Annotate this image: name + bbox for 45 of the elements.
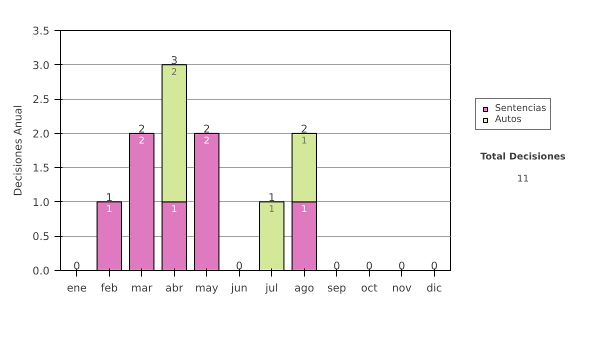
x-tick-label: jun — [230, 282, 248, 294]
y-tick-label: 1.0 — [32, 196, 50, 209]
total-label: 1 — [106, 190, 113, 204]
y-tick-label: 0.0 — [32, 264, 50, 278]
data-label: 1 — [171, 204, 178, 215]
text: Total Decisiones — [480, 152, 566, 162]
total-label: 1 — [268, 190, 276, 204]
total-label: 2 — [203, 122, 210, 136]
x-tick-label: ene — [66, 282, 87, 294]
x-tick-label: jul — [264, 282, 278, 294]
legend-label: Autos — [495, 114, 522, 125]
data-label: 1 — [301, 204, 308, 215]
total-label: 2 — [300, 122, 308, 136]
total-label: 0 — [236, 260, 243, 272]
text: 11 — [517, 174, 529, 185]
x-tick-label: dic — [426, 282, 442, 294]
total-label: 0 — [430, 260, 438, 272]
total-label: 0 — [333, 260, 340, 272]
data-label: 1 — [106, 204, 112, 215]
y-axis-title: Decisiones Anual — [12, 104, 25, 196]
x-tick-label: mar — [131, 282, 154, 294]
y-tick-label: 2.0 — [32, 127, 50, 140]
data-label: 1 — [268, 204, 275, 215]
total-label: 0 — [398, 260, 406, 272]
legend-label: Sentencias — [495, 103, 546, 114]
y-tick-label: 2.5 — [32, 93, 50, 106]
data-label: 2 — [204, 135, 210, 146]
y-tick-label: 3.0 — [32, 58, 50, 72]
x-tick-label: ago — [294, 282, 314, 294]
total-label: 0 — [366, 260, 373, 272]
y-tick-label: 1.5 — [32, 162, 50, 175]
y-tick-label: 3.5 — [32, 24, 50, 38]
x-tick-label: oct — [360, 282, 378, 294]
total-label: 3 — [170, 54, 178, 67]
data-label: 2 — [171, 66, 178, 78]
x-tick-label: feb — [100, 282, 118, 294]
total-label: 2 — [138, 122, 146, 136]
x-tick-label: nov — [392, 282, 412, 294]
x-tick-label: abr — [165, 282, 184, 294]
data-label: 2 — [138, 135, 145, 146]
x-tick-label: may — [195, 282, 218, 294]
x-tick-label: sep — [327, 282, 346, 294]
y-tick-label: 0.5 — [32, 230, 50, 244]
total-label: 0 — [73, 260, 80, 272]
data-label: 1 — [301, 135, 308, 146]
